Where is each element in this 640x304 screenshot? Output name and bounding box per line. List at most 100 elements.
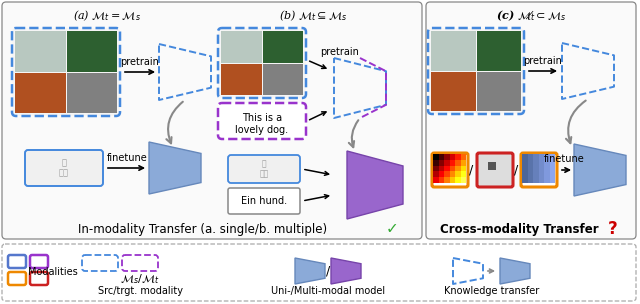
FancyBboxPatch shape bbox=[444, 160, 449, 166]
FancyBboxPatch shape bbox=[25, 150, 103, 186]
FancyBboxPatch shape bbox=[218, 28, 306, 98]
FancyBboxPatch shape bbox=[544, 160, 550, 166]
FancyBboxPatch shape bbox=[449, 160, 455, 166]
Polygon shape bbox=[347, 151, 403, 219]
FancyBboxPatch shape bbox=[438, 166, 444, 171]
FancyBboxPatch shape bbox=[455, 160, 461, 166]
Text: ✓: ✓ bbox=[386, 222, 398, 237]
FancyBboxPatch shape bbox=[527, 166, 533, 171]
Text: ﾊ
ﾊﾊ: ﾊ ﾊﾊ bbox=[59, 158, 69, 178]
Text: ﾊ
ﾊﾊ: ﾊ ﾊﾊ bbox=[259, 159, 269, 179]
FancyBboxPatch shape bbox=[449, 177, 455, 183]
FancyBboxPatch shape bbox=[221, 31, 262, 63]
Text: (c) $\mathcal{M}_t \not\subset \mathcal{M}_s$: (c) $\mathcal{M}_t \not\subset \mathcal{… bbox=[496, 9, 566, 23]
FancyBboxPatch shape bbox=[431, 71, 476, 111]
FancyBboxPatch shape bbox=[544, 171, 550, 177]
FancyBboxPatch shape bbox=[221, 64, 262, 95]
Text: pretrain: pretrain bbox=[120, 57, 159, 67]
FancyBboxPatch shape bbox=[522, 177, 527, 183]
FancyBboxPatch shape bbox=[438, 154, 444, 160]
FancyBboxPatch shape bbox=[538, 154, 544, 160]
FancyBboxPatch shape bbox=[521, 153, 557, 187]
Polygon shape bbox=[500, 258, 530, 284]
FancyBboxPatch shape bbox=[433, 166, 438, 171]
FancyBboxPatch shape bbox=[477, 31, 521, 71]
Polygon shape bbox=[574, 144, 626, 196]
FancyBboxPatch shape bbox=[444, 154, 449, 160]
FancyBboxPatch shape bbox=[533, 166, 538, 171]
Text: ?: ? bbox=[608, 220, 618, 238]
Text: /: / bbox=[514, 164, 518, 177]
FancyBboxPatch shape bbox=[433, 177, 438, 183]
FancyBboxPatch shape bbox=[544, 166, 550, 171]
FancyBboxPatch shape bbox=[449, 166, 455, 171]
FancyBboxPatch shape bbox=[544, 177, 550, 183]
FancyBboxPatch shape bbox=[550, 160, 555, 166]
FancyBboxPatch shape bbox=[533, 154, 538, 160]
FancyBboxPatch shape bbox=[550, 171, 555, 177]
FancyBboxPatch shape bbox=[15, 72, 65, 113]
FancyBboxPatch shape bbox=[15, 31, 65, 71]
FancyBboxPatch shape bbox=[444, 177, 449, 183]
FancyBboxPatch shape bbox=[527, 177, 533, 183]
FancyBboxPatch shape bbox=[228, 155, 300, 183]
FancyBboxPatch shape bbox=[262, 31, 303, 63]
FancyBboxPatch shape bbox=[522, 166, 527, 171]
FancyBboxPatch shape bbox=[527, 171, 533, 177]
Polygon shape bbox=[331, 258, 361, 284]
FancyBboxPatch shape bbox=[550, 166, 555, 171]
Text: finetune: finetune bbox=[543, 154, 584, 164]
FancyBboxPatch shape bbox=[228, 188, 300, 214]
Text: Knowledge transfer: Knowledge transfer bbox=[444, 286, 540, 296]
FancyBboxPatch shape bbox=[461, 154, 466, 160]
Text: $\mathcal{M}_s/\mathcal{M}_t$: $\mathcal{M}_s/\mathcal{M}_t$ bbox=[120, 272, 160, 286]
FancyBboxPatch shape bbox=[461, 166, 466, 171]
FancyBboxPatch shape bbox=[432, 153, 468, 187]
FancyBboxPatch shape bbox=[444, 166, 449, 171]
FancyBboxPatch shape bbox=[538, 171, 544, 177]
FancyBboxPatch shape bbox=[461, 171, 466, 177]
Text: Modalities: Modalities bbox=[28, 267, 78, 277]
Text: (a) $\mathcal{M}_t = \mathcal{M}_s$: (a) $\mathcal{M}_t = \mathcal{M}_s$ bbox=[73, 9, 141, 23]
Text: This is a: This is a bbox=[242, 113, 282, 123]
FancyBboxPatch shape bbox=[431, 31, 476, 71]
Text: pretrain: pretrain bbox=[524, 56, 563, 66]
FancyBboxPatch shape bbox=[12, 28, 120, 116]
FancyBboxPatch shape bbox=[2, 244, 636, 301]
FancyBboxPatch shape bbox=[533, 177, 538, 183]
FancyBboxPatch shape bbox=[527, 160, 533, 166]
FancyBboxPatch shape bbox=[533, 171, 538, 177]
FancyBboxPatch shape bbox=[122, 255, 158, 271]
FancyBboxPatch shape bbox=[522, 154, 527, 160]
FancyBboxPatch shape bbox=[30, 255, 48, 268]
Text: Cross-modality Transfer: Cross-modality Transfer bbox=[440, 223, 598, 236]
FancyBboxPatch shape bbox=[67, 72, 117, 113]
FancyBboxPatch shape bbox=[438, 177, 444, 183]
Text: lovely dog.: lovely dog. bbox=[236, 125, 289, 135]
FancyBboxPatch shape bbox=[455, 171, 461, 177]
FancyBboxPatch shape bbox=[538, 160, 544, 166]
FancyBboxPatch shape bbox=[544, 154, 550, 160]
Text: /: / bbox=[469, 164, 473, 177]
FancyBboxPatch shape bbox=[82, 255, 118, 271]
FancyBboxPatch shape bbox=[477, 153, 513, 187]
FancyBboxPatch shape bbox=[449, 171, 455, 177]
FancyBboxPatch shape bbox=[438, 160, 444, 166]
FancyBboxPatch shape bbox=[461, 177, 466, 183]
FancyBboxPatch shape bbox=[444, 171, 449, 177]
FancyBboxPatch shape bbox=[8, 255, 26, 268]
Text: /: / bbox=[326, 264, 330, 278]
FancyBboxPatch shape bbox=[527, 154, 533, 160]
Text: pretrain: pretrain bbox=[320, 47, 359, 57]
FancyBboxPatch shape bbox=[488, 162, 496, 170]
FancyBboxPatch shape bbox=[8, 272, 26, 285]
FancyBboxPatch shape bbox=[67, 31, 117, 71]
Text: Src/trgt. modality: Src/trgt. modality bbox=[97, 286, 182, 296]
FancyBboxPatch shape bbox=[218, 103, 306, 139]
FancyBboxPatch shape bbox=[426, 2, 636, 239]
FancyBboxPatch shape bbox=[538, 166, 544, 171]
FancyBboxPatch shape bbox=[455, 177, 461, 183]
FancyBboxPatch shape bbox=[538, 177, 544, 183]
Text: Ein hund.: Ein hund. bbox=[241, 196, 287, 206]
FancyBboxPatch shape bbox=[2, 2, 422, 239]
